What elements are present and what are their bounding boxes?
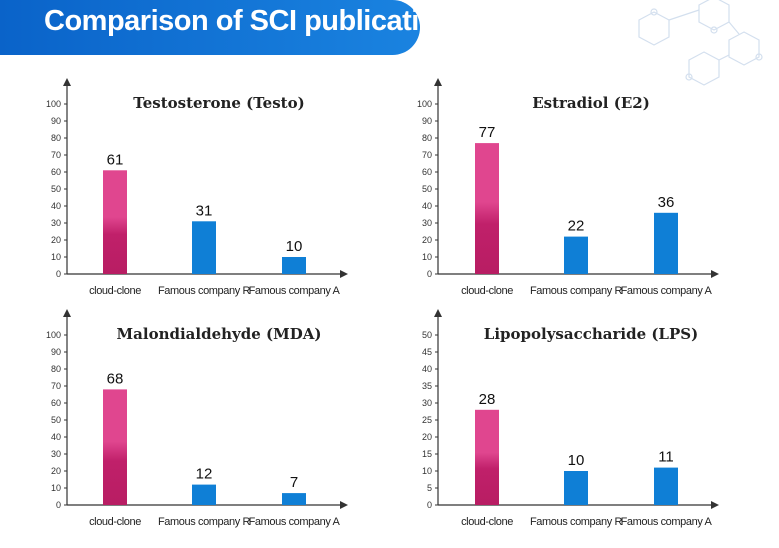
chart-title: Malondialdehyde (MDA) bbox=[117, 325, 322, 343]
y-tick-label: 0 bbox=[427, 269, 432, 279]
y-tick-label: 15 bbox=[422, 449, 432, 459]
bar bbox=[654, 212, 678, 274]
chart-title: Testosterone (Testo) bbox=[133, 94, 304, 112]
bar bbox=[282, 257, 306, 274]
y-tick-label: 90 bbox=[51, 116, 61, 126]
bar-value-label: 61 bbox=[107, 151, 124, 168]
y-tick-label: 80 bbox=[51, 133, 61, 143]
y-tick-label: 30 bbox=[422, 218, 432, 228]
bar bbox=[475, 143, 499, 274]
bar-value-label: 68 bbox=[107, 370, 124, 387]
bar-value-label: 10 bbox=[286, 238, 303, 255]
title-banner bbox=[0, 0, 420, 55]
y-tick-label: 50 bbox=[51, 415, 61, 425]
y-tick-label: 20 bbox=[422, 235, 432, 245]
y-tick-label: 25 bbox=[422, 415, 432, 425]
y-tick-label: 40 bbox=[422, 201, 432, 211]
x-axis-arrow-icon bbox=[340, 270, 348, 278]
x-axis-arrow-icon bbox=[340, 501, 348, 509]
bar-value-label: 36 bbox=[658, 194, 675, 211]
y-tick-label: 0 bbox=[427, 500, 432, 510]
y-tick-label: 70 bbox=[51, 381, 61, 391]
chart-title: Lipopolysaccharide (LPS) bbox=[484, 325, 698, 343]
y-tick-label: 40 bbox=[51, 201, 61, 211]
y-tick-label: 90 bbox=[422, 116, 432, 126]
bar bbox=[564, 236, 588, 274]
y-tick-label: 60 bbox=[422, 167, 432, 177]
y-tick-label: 30 bbox=[51, 218, 61, 228]
bar-value-label: 11 bbox=[658, 449, 674, 466]
y-tick-label: 50 bbox=[422, 184, 432, 194]
y-tick-label: 10 bbox=[422, 466, 432, 476]
page-title: Comparison of SCI publications bbox=[44, 5, 469, 37]
y-tick-label: 100 bbox=[417, 99, 432, 109]
y-tick-label: 30 bbox=[51, 449, 61, 459]
category-label: cloud-clone bbox=[461, 516, 513, 528]
bar bbox=[103, 389, 127, 505]
y-tick-label: 50 bbox=[422, 330, 432, 340]
category-label: Famous company A bbox=[249, 285, 341, 297]
y-tick-label: 90 bbox=[51, 347, 61, 357]
bar-value-label: 12 bbox=[196, 466, 213, 483]
y-axis-arrow-icon bbox=[63, 309, 71, 317]
category-label: Famous company A bbox=[621, 516, 713, 528]
y-tick-label: 40 bbox=[422, 364, 432, 374]
y-tick-label: 100 bbox=[46, 330, 61, 340]
y-tick-label: 10 bbox=[422, 252, 432, 262]
bar bbox=[192, 484, 216, 505]
y-tick-label: 0 bbox=[56, 500, 61, 510]
category-label: Famous company A bbox=[249, 516, 341, 528]
bar bbox=[475, 409, 499, 505]
y-tick-label: 20 bbox=[51, 235, 61, 245]
y-tick-label: 45 bbox=[422, 347, 432, 357]
y-axis-arrow-icon bbox=[434, 78, 442, 86]
y-tick-label: 5 bbox=[427, 483, 432, 493]
bar bbox=[654, 467, 678, 505]
y-tick-label: 20 bbox=[422, 432, 432, 442]
x-axis-arrow-icon bbox=[711, 270, 719, 278]
y-tick-label: 60 bbox=[51, 167, 61, 177]
y-axis-arrow-icon bbox=[434, 309, 442, 317]
y-tick-label: 80 bbox=[422, 133, 432, 143]
bar bbox=[103, 170, 127, 274]
y-tick-label: 0 bbox=[56, 269, 61, 279]
bar-value-label: 7 bbox=[290, 474, 298, 491]
category-label: Famous company A bbox=[621, 285, 713, 297]
category-label: cloud-clone bbox=[461, 285, 513, 297]
y-tick-label: 100 bbox=[46, 99, 61, 109]
y-tick-label: 50 bbox=[51, 184, 61, 194]
category-label: Famous company R bbox=[530, 516, 622, 528]
bar-value-label: 10 bbox=[568, 452, 585, 469]
chart-title: Estradiol (E2) bbox=[532, 94, 650, 112]
y-axis-arrow-icon bbox=[63, 78, 71, 86]
y-tick-label: 30 bbox=[422, 398, 432, 408]
molecule-decoration-icon bbox=[638, 0, 763, 86]
bar-value-label: 31 bbox=[196, 202, 213, 219]
category-label: cloud-clone bbox=[89, 285, 141, 297]
y-tick-label: 60 bbox=[51, 398, 61, 408]
y-tick-label: 10 bbox=[51, 252, 61, 262]
category-label: cloud-clone bbox=[89, 516, 141, 528]
bar bbox=[564, 471, 588, 505]
category-label: Famous company R bbox=[530, 285, 622, 297]
x-axis-arrow-icon bbox=[711, 501, 719, 509]
y-tick-label: 20 bbox=[51, 466, 61, 476]
bar-value-label: 22 bbox=[568, 218, 585, 235]
bar-value-label: 77 bbox=[479, 124, 496, 141]
y-tick-label: 80 bbox=[51, 364, 61, 374]
y-tick-label: 70 bbox=[422, 150, 432, 160]
bar bbox=[282, 493, 306, 505]
bar bbox=[192, 221, 216, 274]
bar-value-label: 28 bbox=[479, 391, 496, 408]
y-tick-label: 10 bbox=[51, 483, 61, 493]
category-label: Famous company R bbox=[158, 516, 250, 528]
y-tick-label: 70 bbox=[51, 150, 61, 160]
y-tick-label: 35 bbox=[422, 381, 432, 391]
category-label: Famous company R bbox=[158, 285, 250, 297]
y-tick-label: 40 bbox=[51, 432, 61, 442]
